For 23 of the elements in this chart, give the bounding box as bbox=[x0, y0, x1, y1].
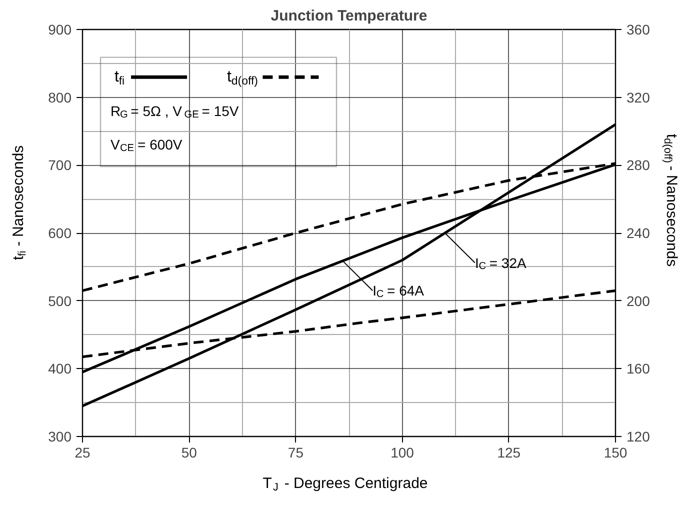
y2-tick-label: 320 bbox=[626, 89, 650, 106]
y2-tick-label: 240 bbox=[626, 225, 650, 241]
y-tick-label: 300 bbox=[48, 428, 72, 444]
y2-tick-label: 200 bbox=[626, 292, 650, 309]
y-tick-label: 500 bbox=[48, 292, 72, 309]
y2-axis-title: td(off) - Nanoseconds bbox=[661, 134, 680, 267]
y2-tick-label: 120 bbox=[626, 428, 650, 444]
x-tick-label: 150 bbox=[604, 444, 628, 460]
chart-title: Junction Temperature bbox=[270, 8, 428, 24]
y-tick-label: 800 bbox=[48, 89, 72, 106]
x-tick-label: 50 bbox=[181, 444, 198, 460]
x-tick-label: 75 bbox=[288, 444, 304, 460]
y-tick-label: 600 bbox=[48, 225, 72, 241]
y2-tick-label: 360 bbox=[626, 22, 650, 38]
x-tick-label: 125 bbox=[497, 444, 521, 460]
y-tick-label: 400 bbox=[48, 360, 72, 377]
y-axis-title: tfi - Nanoseconds bbox=[10, 145, 29, 260]
x-tick-label: 25 bbox=[74, 444, 90, 460]
y2-tick-label: 280 bbox=[626, 157, 650, 174]
x-tick-label: 100 bbox=[390, 444, 414, 460]
y2-tick-label: 160 bbox=[626, 360, 650, 377]
y-tick-label: 700 bbox=[48, 157, 72, 174]
y-tick-label: 900 bbox=[48, 22, 72, 38]
